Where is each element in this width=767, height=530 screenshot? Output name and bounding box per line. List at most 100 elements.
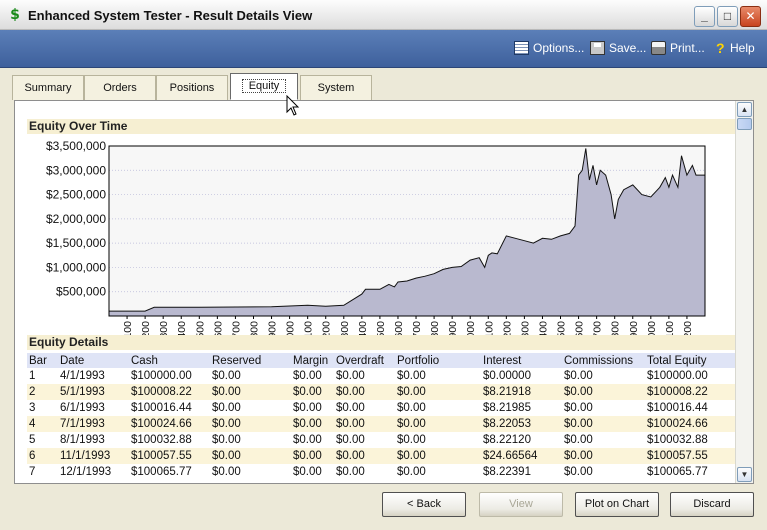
table-cell: 5 [29,434,36,446]
table-row[interactable]: 1 4/1/1993 $100000.00 $0.00 $0.00 $0.00 $0.00 $… [27,368,736,384]
table-cell: $100024.66 [129,416,210,432]
table-cell: $0.00 [291,448,334,464]
table-cell: $8.21985 [483,402,531,414]
table-cell: $0.00 [334,448,395,464]
table-cell: $0.00 [334,384,395,400]
equity-chart-title: Equity Over Time [27,119,736,134]
equity-details-title: Equity Details [27,335,736,350]
x-tick-label: 600 [212,321,224,339]
table-cell: $100016.44 [647,402,708,414]
table-cell: $0.00 [397,466,426,478]
table-cell: $0.00 [562,384,645,400]
x-tick-label: 100 [122,321,134,339]
title-bar: $ Enhanced System Tester - Result Detail… [0,0,767,30]
column-header[interactable]: Interest [481,353,562,368]
scroll-down-arrow[interactable]: ▼ [737,467,752,482]
table-cell: $0.00 [291,416,334,432]
column-header[interactable]: Overdraft [334,353,395,368]
table-cell: 4 [27,416,58,432]
close-button[interactable]: ✕ [740,6,761,27]
table-cell: 3 [29,402,36,414]
table-cell: $0.00 [291,384,334,400]
column-header[interactable]: Commissions [562,353,645,368]
table-cell: 2 [27,384,58,400]
y-tick-label: $1,500,000 [46,236,106,250]
table-row[interactable]: 4 7/1/1993 $100024.66 $0.00 $0.00 $0.00 $0.00 $… [27,416,736,432]
column-header[interactable]: Bar [27,353,58,368]
print-button[interactable]: Print... [651,41,705,55]
table-cell: $0.00 [336,434,365,446]
table-cell: 11/1/1993 [58,448,129,464]
x-tick-label: 200 [140,321,152,339]
print-label: Print... [670,41,705,55]
tab-summary[interactable]: Summary [12,75,84,100]
table-cell: 8/1/1993 [60,434,105,446]
table-cell: $100057.55 [645,448,736,464]
table-cell: $100065.77 [647,466,708,478]
equity-chart: $500,000 $1,000,000 $1,500,000 $2,000,000 $2… [46,139,706,347]
table-cell: $0.00 [210,384,291,400]
maximize-button[interactable]: □ [717,6,738,27]
table-cell: $0.00 [336,370,365,382]
plot-border [108,145,706,317]
table-row[interactable]: 2 5/1/1993 $100008.22 $0.00 $0.00 $0.00 $0.00 $… [27,384,736,400]
table-cell: $8.22053 [481,416,562,432]
table-row[interactable]: 3 6/1/1993 $100016.44 $0.00 $0.00 $0.00 $0.00 $… [27,400,736,416]
equity-line [109,148,705,312]
table-cell: $0.00000 [483,370,531,382]
equity-details-table: Bar Date Cash Reserved Margin Overdraft Portfo… [27,353,736,480]
table-row[interactable]: 5 8/1/1993 $100032.88 $0.00 $0.00 $0.00 $0.00 $… [27,432,736,448]
dollar-icon: $ [10,7,20,23]
options-icon [514,41,529,55]
table-cell: $0.00 [564,434,593,446]
table-cell: $0.00 [212,370,241,382]
save-button[interactable]: Save... [590,41,646,55]
plot-on-chart-button[interactable]: Plot on Chart [575,492,659,517]
table-cell: $0.00 [395,384,481,400]
table-cell: $0.00 [212,434,241,446]
table-cell: $8.21918 [481,384,562,400]
table-cell: $0.00 [210,448,291,464]
table-cell: $0.00 [336,466,365,478]
scroll-thumb[interactable] [737,118,752,130]
table-cell: $0.00 [397,370,426,382]
view-button[interactable]: View [479,492,563,517]
column-header[interactable]: Reserved [210,353,291,368]
save-label: Save... [609,41,647,55]
back-button[interactable]: < Back [382,492,466,517]
table-cell: $8.22120 [483,434,531,446]
vertical-scrollbar[interactable]: ▲ ▼ [735,101,753,483]
table-cell: $0.00 [334,416,395,432]
column-header[interactable]: Total Equity [645,353,736,368]
tab-positions[interactable]: Positions [156,75,228,100]
column-header[interactable]: Portfolio [395,353,481,368]
table-cell: 6 [27,448,58,464]
table-cell: 4/1/1993 [60,370,105,382]
mouse-cursor-icon [286,95,300,116]
table-cell: 6/1/1993 [60,402,105,414]
minimize-button[interactable]: _ [694,6,715,27]
options-label: Options... [533,41,585,55]
toolbar: Options... Save... Print... ? Help [0,30,767,68]
table-cell: 1 [29,370,36,382]
table-cell: $24.66564 [481,448,562,464]
help-button[interactable]: ? Help [716,41,755,55]
table-cell: $0.00 [395,416,481,432]
scroll-up-arrow[interactable]: ▲ [737,102,752,117]
tab-system[interactable]: System [300,75,372,100]
table-cell: $100032.88 [647,434,708,446]
column-header[interactable]: Date [58,353,129,368]
table-cell: 7/1/1993 [58,416,129,432]
column-header[interactable]: Margin [291,353,334,368]
table-cell: $0.00 [293,466,322,478]
tab-orders[interactable]: Orders [84,75,156,100]
options-button[interactable]: Options... [514,41,584,55]
tab-equity[interactable]: Equity [230,73,298,100]
table-cell: $100016.44 [131,402,192,414]
discard-button[interactable]: Discard [670,492,754,517]
column-header[interactable]: Cash [129,353,210,368]
table-cell: $0.00 [395,448,481,464]
table-row[interactable]: 6 11/1/1993 $100057.55 $0.00 $0.00 $0.00 $0.00… [27,448,736,464]
table-row[interactable]: 7 12/1/1993 $100065.77 $0.00 $0.00 $0.00 $0.00… [27,464,736,480]
table-cell: $0.00 [564,466,593,478]
